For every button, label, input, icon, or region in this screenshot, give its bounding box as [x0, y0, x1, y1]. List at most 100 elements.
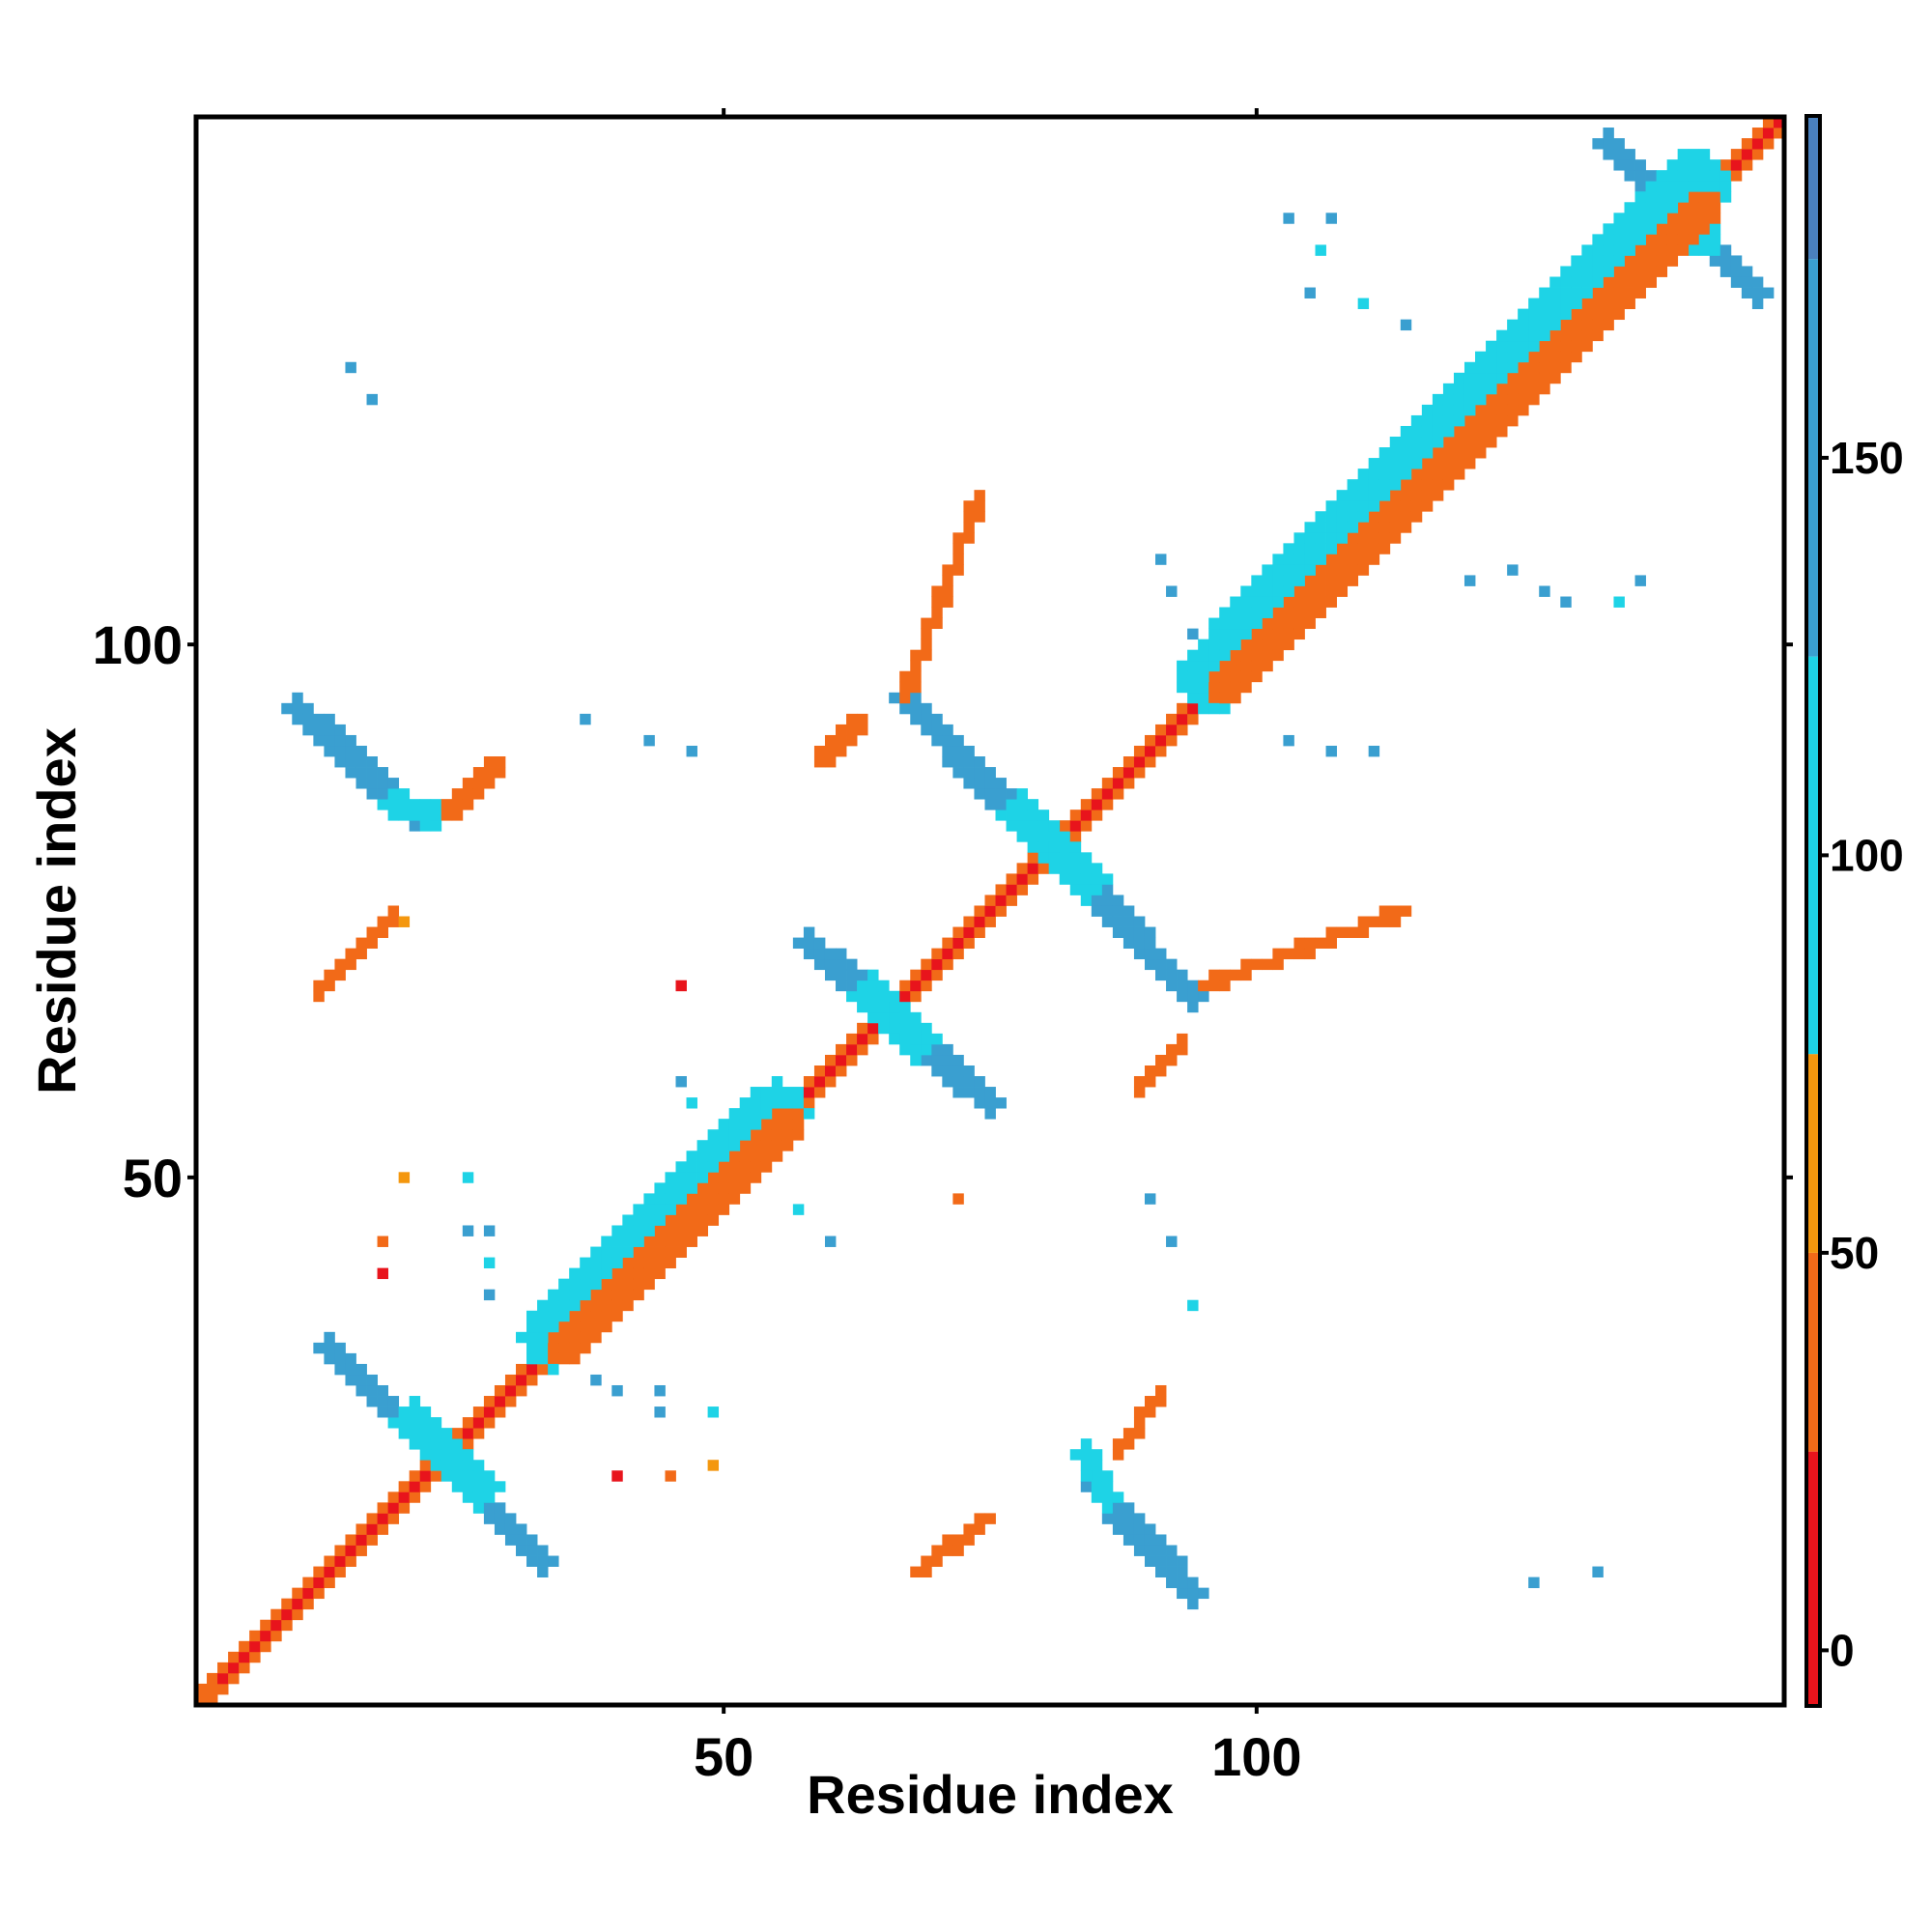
- heatmap-cell: [1698, 244, 1711, 256]
- heatmap-cell: [1592, 234, 1604, 245]
- heatmap-cell: [1166, 958, 1178, 971]
- heatmap-cell: [366, 788, 378, 800]
- heatmap-cell: [1475, 437, 1487, 448]
- heatmap-cell: [1762, 117, 1775, 128]
- heatmap-cell: [419, 1438, 432, 1450]
- heatmap-cell: [952, 756, 964, 768]
- heatmap-cell: [824, 1076, 837, 1088]
- heatmap-cell: [633, 1289, 644, 1301]
- heatmap-cell: [366, 767, 378, 779]
- heatmap-cell: [1719, 170, 1732, 182]
- heatmap-cell: [1177, 969, 1188, 981]
- heatmap-cell: [1325, 596, 1337, 608]
- heatmap-cell: [419, 820, 432, 832]
- heatmap-cell: [1368, 490, 1380, 501]
- heatmap-cell: [1507, 404, 1519, 416]
- heatmap-cell: [1315, 522, 1326, 533]
- heatmap-cell: [1251, 958, 1263, 971]
- heatmap-cell: [1069, 884, 1082, 895]
- heatmap-cell: [377, 926, 388, 938]
- heatmap-cell: [1155, 1396, 1167, 1407]
- heatmap-cell: [771, 1140, 783, 1151]
- heatmap-cell: [910, 969, 922, 981]
- heatmap-cell: [813, 1076, 826, 1088]
- heatmap-cell: [1357, 543, 1370, 554]
- heatmap-cell: [1219, 969, 1231, 981]
- colorbar-segment: [1806, 259, 1820, 657]
- heatmap-cell: [1304, 287, 1316, 298]
- heatmap-cell: [1410, 447, 1423, 459]
- heatmap-cell: [1325, 575, 1337, 586]
- heatmap-cell: [622, 1278, 634, 1291]
- heatmap-cell: [1272, 596, 1284, 608]
- heatmap-cell: [590, 1267, 602, 1280]
- heatmap-cell: [1283, 564, 1294, 576]
- heatmap-cell: [526, 1374, 538, 1386]
- heatmap-cell: [760, 1151, 773, 1162]
- heatmap-cell: [1262, 628, 1273, 640]
- heatmap-cell: [590, 1321, 602, 1333]
- heatmap-cell: [1518, 372, 1529, 384]
- heatmap-cell: [921, 1566, 932, 1577]
- heatmap-cell: [1549, 298, 1561, 309]
- heatmap-cell: [1027, 873, 1039, 885]
- heatmap-cell: [707, 1193, 720, 1205]
- heatmap-cell: [1453, 437, 1465, 448]
- heatmap-cell: [1613, 244, 1625, 256]
- heatmap-cell: [1027, 852, 1039, 864]
- heatmap-cell: [846, 958, 858, 971]
- heatmap-cell: [1507, 564, 1519, 576]
- heatmap-cell: [611, 1310, 623, 1322]
- heatmap-cell: [260, 1619, 271, 1632]
- heatmap-cell: [1432, 414, 1444, 427]
- heatmap-cell: [750, 1172, 762, 1183]
- heatmap-cell: [462, 1460, 474, 1471]
- heatmap-cell: [1230, 660, 1241, 672]
- heatmap-cell: [1528, 329, 1540, 342]
- heatmap-cell: [1357, 469, 1370, 480]
- heatmap-cell: [601, 1236, 612, 1247]
- heatmap-cell: [1208, 681, 1220, 694]
- heatmap-cell: [355, 778, 367, 789]
- heatmap-cell: [867, 980, 879, 992]
- heatmap-cell: [1730, 276, 1743, 288]
- heatmap-cell: [472, 1428, 485, 1439]
- heatmap-cell: [1037, 810, 1050, 821]
- heatmap-cell: [1016, 799, 1029, 810]
- heatmap-cell: [601, 1278, 612, 1291]
- heatmap-cell: [1251, 670, 1263, 683]
- heatmap-cell: [1112, 1438, 1124, 1450]
- heatmap-cell: [1656, 223, 1668, 235]
- heatmap-cell: [942, 948, 953, 960]
- heatmap-cell: [1357, 916, 1370, 927]
- heatmap-cell: [1442, 479, 1455, 491]
- heatmap-cell: [1698, 191, 1711, 203]
- heatmap-cell: [995, 905, 1007, 917]
- heatmap-cell: [1677, 244, 1690, 256]
- heatmap-cell: [1315, 511, 1326, 523]
- heatmap-cell: [419, 1417, 432, 1429]
- heatmap-cell: [1336, 554, 1349, 565]
- heatmap-cell: [1347, 479, 1359, 491]
- heatmap-cell: [1634, 266, 1646, 277]
- heatmap-cell: [451, 1438, 464, 1450]
- heatmap-cell: [1166, 1236, 1178, 1247]
- heatmap-cell: [1187, 1587, 1199, 1600]
- heatmap-cell: [1432, 469, 1444, 480]
- heatmap-cell: [1101, 884, 1114, 895]
- heatmap-cell: [1645, 255, 1657, 267]
- heatmap-cell: [921, 628, 932, 640]
- heatmap-cell: [504, 1523, 517, 1535]
- heatmap-cell: [1293, 575, 1305, 586]
- heatmap-cell: [857, 990, 868, 1003]
- heatmap-cell: [1155, 948, 1167, 960]
- heatmap-cell: [1048, 820, 1061, 832]
- heatmap-cell: [824, 1054, 837, 1066]
- heatmap-cell: [728, 1140, 741, 1151]
- heatmap-cell: [1219, 617, 1231, 630]
- heatmap-cell: [324, 1566, 335, 1577]
- heatmap-cell: [984, 1513, 996, 1524]
- heatmap-cell: [1581, 340, 1593, 353]
- heatmap-cell: [1368, 916, 1380, 927]
- heatmap-cell: [1389, 522, 1402, 533]
